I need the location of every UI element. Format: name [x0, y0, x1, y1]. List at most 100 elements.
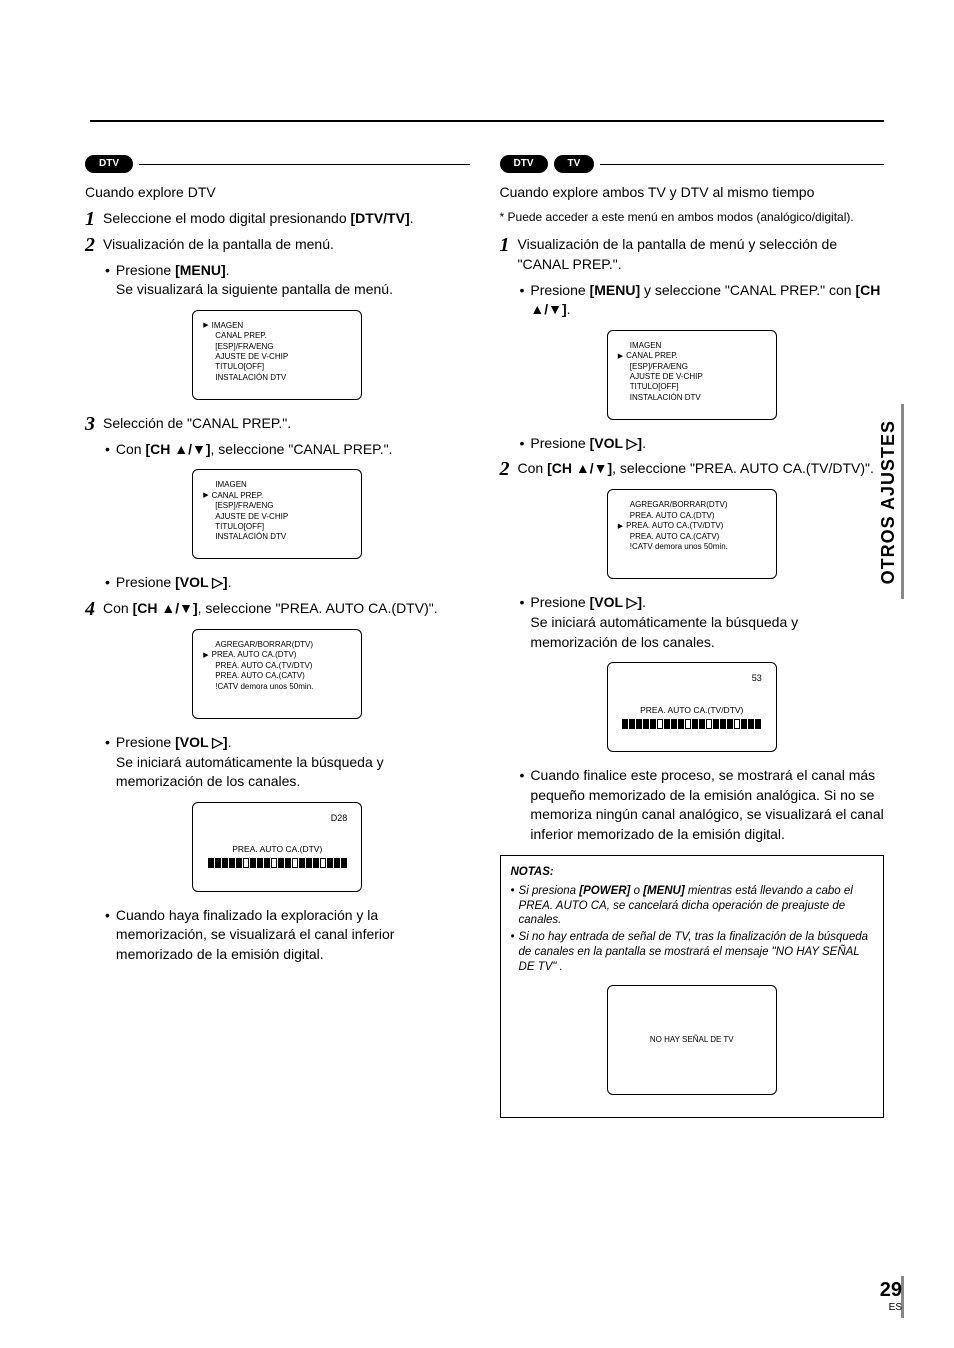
- s3b1a: Con: [116, 441, 146, 457]
- progress-segment: [243, 858, 249, 868]
- m2-0: IMAGEN: [215, 480, 247, 490]
- s3b1c: , seleccione "CANAL PREP.".: [211, 441, 393, 457]
- rstep-1-body: Visualización de la pantalla de menú y s…: [518, 235, 885, 274]
- prog-label-right: PREA. AUTO CA.(TV/DTV): [618, 705, 766, 716]
- rvol-bullet-2: • Presione [VOL ▷]. Se iniciará automáti…: [500, 593, 885, 652]
- progress-segment: [706, 719, 712, 729]
- rs1-bullet-body: Presione [MENU] y seleccione "CANAL PREP…: [530, 281, 884, 320]
- step-4: 4 Con [CH ▲/▼], seleccione "PREA. AUTO C…: [85, 599, 470, 619]
- p1-0: AGREGAR/BORRAR(DTV): [215, 640, 313, 650]
- rs1a: Presione: [530, 282, 589, 298]
- volb2: [VOL ▷]: [175, 734, 228, 750]
- pill-row-left: DTV: [85, 155, 470, 173]
- progress-segment: [229, 858, 235, 868]
- p1-3: PREA. AUTO CA.(CATV): [215, 671, 305, 681]
- progress-segment: [271, 858, 277, 868]
- final-text-left: Cuando haya finalizado la exploración y …: [116, 906, 470, 965]
- m2-4: TITULO[OFF]: [215, 522, 264, 532]
- n1b: [POWER]: [579, 885, 630, 897]
- bullet-dot: •: [520, 593, 525, 652]
- prog-bar-left: [203, 858, 351, 868]
- bullet-dot: •: [105, 440, 110, 460]
- rs2c: , seleccione "PREA. AUTO CA.(TV/DTV)".: [612, 460, 874, 476]
- rprep-menu-screen: AGREGAR/BORRAR(DTV) PREA. AUTO CA.(DTV) …: [607, 489, 777, 579]
- prog-num-right: 53: [618, 673, 766, 685]
- step-3-body: Selección de "CANAL PREP.".: [103, 414, 470, 434]
- rs2a: Con: [518, 460, 548, 476]
- vol-body-1: Presione [VOL ▷].: [116, 573, 470, 593]
- s2-bullet-body: Presione [MENU]. Se visualizará la sigui…: [116, 261, 470, 300]
- s4b: [CH ▲/▼]: [133, 600, 198, 616]
- step-3: 3 Selección de "CANAL PREP.".: [85, 414, 470, 434]
- pill-line-r: [600, 164, 884, 165]
- m2-2: [ESP]/FRA/ENG: [215, 501, 273, 511]
- rs2b: [CH ▲/▼]: [547, 460, 612, 476]
- rstep-num-1: 1: [500, 235, 510, 274]
- prog-bar-right: [618, 719, 766, 729]
- m1-0: IMAGEN: [212, 321, 244, 331]
- progress-segment: [285, 858, 291, 868]
- rmenu-screen: IMAGEN ▶CANAL PREP. [ESP]/FRA/ENG AJUSTE…: [607, 330, 777, 420]
- p1-4: !CATV demora unos 50min.: [215, 682, 313, 692]
- progress-segment: [257, 858, 263, 868]
- dtv-pill: DTV: [85, 155, 133, 173]
- right-column: DTV TV Cuando explore ambos TV y DTV al …: [500, 155, 885, 1118]
- rp-2: PREA. AUTO CA.(TV/DTV): [626, 521, 723, 531]
- n1a: Si presiona: [519, 885, 580, 897]
- bullet-dot: •: [105, 573, 110, 593]
- pill-row-right: DTV TV: [500, 155, 885, 173]
- progress-segment: [727, 719, 733, 729]
- rp-0: AGREGAR/BORRAR(DTV): [630, 500, 728, 510]
- progress-segment: [720, 719, 726, 729]
- rstep-2-body: Con [CH ▲/▼], seleccione "PREA. AUTO CA.…: [518, 459, 885, 479]
- s2b1b: [MENU]: [175, 262, 226, 278]
- progress-segment: [250, 858, 256, 868]
- side-strip: [901, 404, 904, 599]
- bullet-dot: •: [105, 906, 110, 965]
- s3-bullet-body: Con [CH ▲/▼], seleccione "CANAL PREP.".: [116, 440, 470, 460]
- rvol-bullet-1: • Presione [VOL ▷].: [500, 434, 885, 454]
- rs1-bullet: • Presione [MENU] y seleccione "CANAL PR…: [500, 281, 885, 320]
- step-4-body: Con [CH ▲/▼], seleccione "PREA. AUTO CA.…: [103, 599, 470, 619]
- m1-4: TITULO[OFF]: [215, 362, 264, 372]
- rp-4: !CATV demora unos 50min.: [630, 542, 728, 552]
- progress-segment: [320, 858, 326, 868]
- tv-pill-r: TV: [554, 155, 595, 173]
- notes-title: NOTAS:: [511, 864, 874, 880]
- nosignal-screen: NO HAY SEÑAL DE TV: [607, 985, 777, 1095]
- progress-segment: [678, 719, 684, 729]
- progress-screen-right: 53 PREA. AUTO CA.(TV/DTV): [607, 662, 777, 752]
- rs1b: [MENU]: [590, 282, 641, 298]
- progress-segment: [278, 858, 284, 868]
- rvolb2: [VOL ▷]: [590, 594, 643, 610]
- bullet-dot: •: [105, 261, 110, 300]
- progress-segment: [622, 719, 628, 729]
- bullet-dot: •: [511, 884, 515, 929]
- s1-text: Seleccione el modo digital presionando: [103, 210, 351, 226]
- volb: [VOL ▷]: [175, 574, 228, 590]
- side-tab: OTROS AJUSTES: [878, 420, 899, 584]
- rvolb: [VOL ▷]: [590, 435, 643, 451]
- note2-body: Si no hay entrada de señal de TV, tras l…: [519, 930, 873, 975]
- rvola2: Presione: [530, 594, 589, 610]
- rp-1: PREA. AUTO CA.(DTV): [630, 511, 715, 521]
- s2-bullet: • Presione [MENU]. Se visualizará la sig…: [85, 261, 470, 300]
- rm-2: [ESP]/FRA/ENG: [630, 362, 688, 372]
- rvol-body-2: Presione [VOL ▷]. Se iniciará automática…: [530, 593, 884, 652]
- progress-segment: [327, 858, 333, 868]
- nosignal-text: NO HAY SEÑAL DE TV: [650, 1035, 734, 1045]
- bullet-dot: •: [520, 281, 525, 320]
- progress-segment: [699, 719, 705, 729]
- final-text-right: Cuando finalice este proceso, se mostrar…: [530, 766, 884, 844]
- progress-segment: [222, 858, 228, 868]
- m1-5: INSTALACIÓN DTV: [215, 373, 286, 383]
- auto-text: Se iniciará automáticamente la búsqueda …: [116, 754, 384, 790]
- bullet-dot: •: [520, 766, 525, 844]
- final-bullet-left: • Cuando haya finalizado la exploración …: [85, 906, 470, 965]
- progress-segment: [208, 858, 214, 868]
- n1c: o: [630, 885, 643, 897]
- p1-1: PREA. AUTO CA.(DTV): [212, 650, 297, 660]
- s3b1b: [CH ▲/▼]: [145, 441, 210, 457]
- menu-screen-2: IMAGEN ▶CANAL PREP. [ESP]/FRA/ENG AJUSTE…: [192, 469, 362, 559]
- vol-bullet-2: • Presione [VOL ▷]. Se iniciará automáti…: [85, 733, 470, 792]
